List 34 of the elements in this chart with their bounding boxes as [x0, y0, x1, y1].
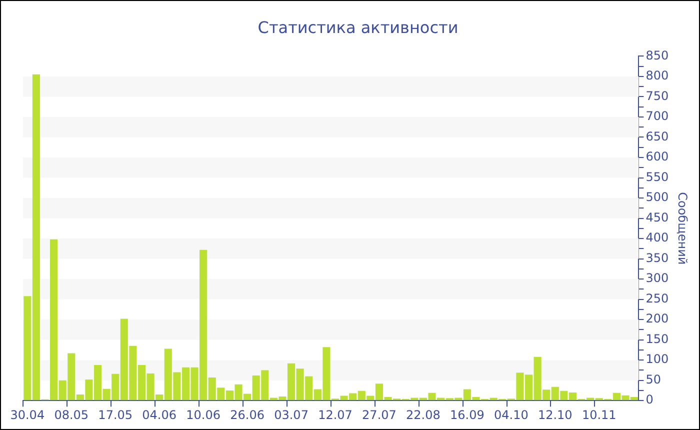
- y-tick-label: 200: [646, 312, 669, 326]
- x-tick-label: 08.05: [54, 408, 89, 422]
- x-tick-label: 12.10: [538, 408, 572, 422]
- y-tick-label: 850: [646, 48, 669, 62]
- x-tick-label: 04.06: [142, 408, 177, 422]
- y-tick-label: 500: [646, 190, 669, 204]
- x-tick-label: 10.06: [186, 408, 220, 422]
- y-tick-label: 550: [646, 170, 669, 184]
- y-tick-label: 250: [646, 291, 669, 306]
- y-tick-label: 100: [646, 352, 669, 366]
- x-tick-label: 30.04: [10, 408, 45, 422]
- x-tick-label: 26.06: [230, 408, 264, 422]
- y-tick-label: 800: [646, 68, 669, 83]
- x-tick-label: 22.08: [406, 408, 440, 422]
- y-tick-label: 650: [646, 129, 669, 144]
- y-tick-label: 150: [646, 332, 669, 346]
- y-tick-label: 600: [646, 150, 669, 164]
- x-tick-label: 17.05: [98, 408, 133, 422]
- y-tick-label: 50: [646, 372, 661, 386]
- y-tick-label: 750: [646, 88, 669, 103]
- y-tick-label: 400: [646, 230, 669, 245]
- y-tick-label: 350: [646, 250, 669, 265]
- y-axis-title: Сообщений: [676, 192, 690, 265]
- y-tick-label: 700: [646, 109, 669, 124]
- x-tick-label: 12.07: [318, 408, 352, 422]
- x-tick-label: 16.09: [450, 408, 484, 422]
- x-tick-label: 10.11: [582, 408, 616, 422]
- x-tick-label: 27.07: [362, 408, 396, 422]
- y-tick-label: 300: [646, 271, 669, 286]
- x-tick-label: 03.07: [274, 408, 308, 422]
- x-tick-label: 04.10: [494, 408, 528, 422]
- y-tick-label: 0: [646, 392, 654, 407]
- chart-title: Статистика активности: [258, 18, 458, 37]
- y-tick-label: 450: [646, 210, 669, 224]
